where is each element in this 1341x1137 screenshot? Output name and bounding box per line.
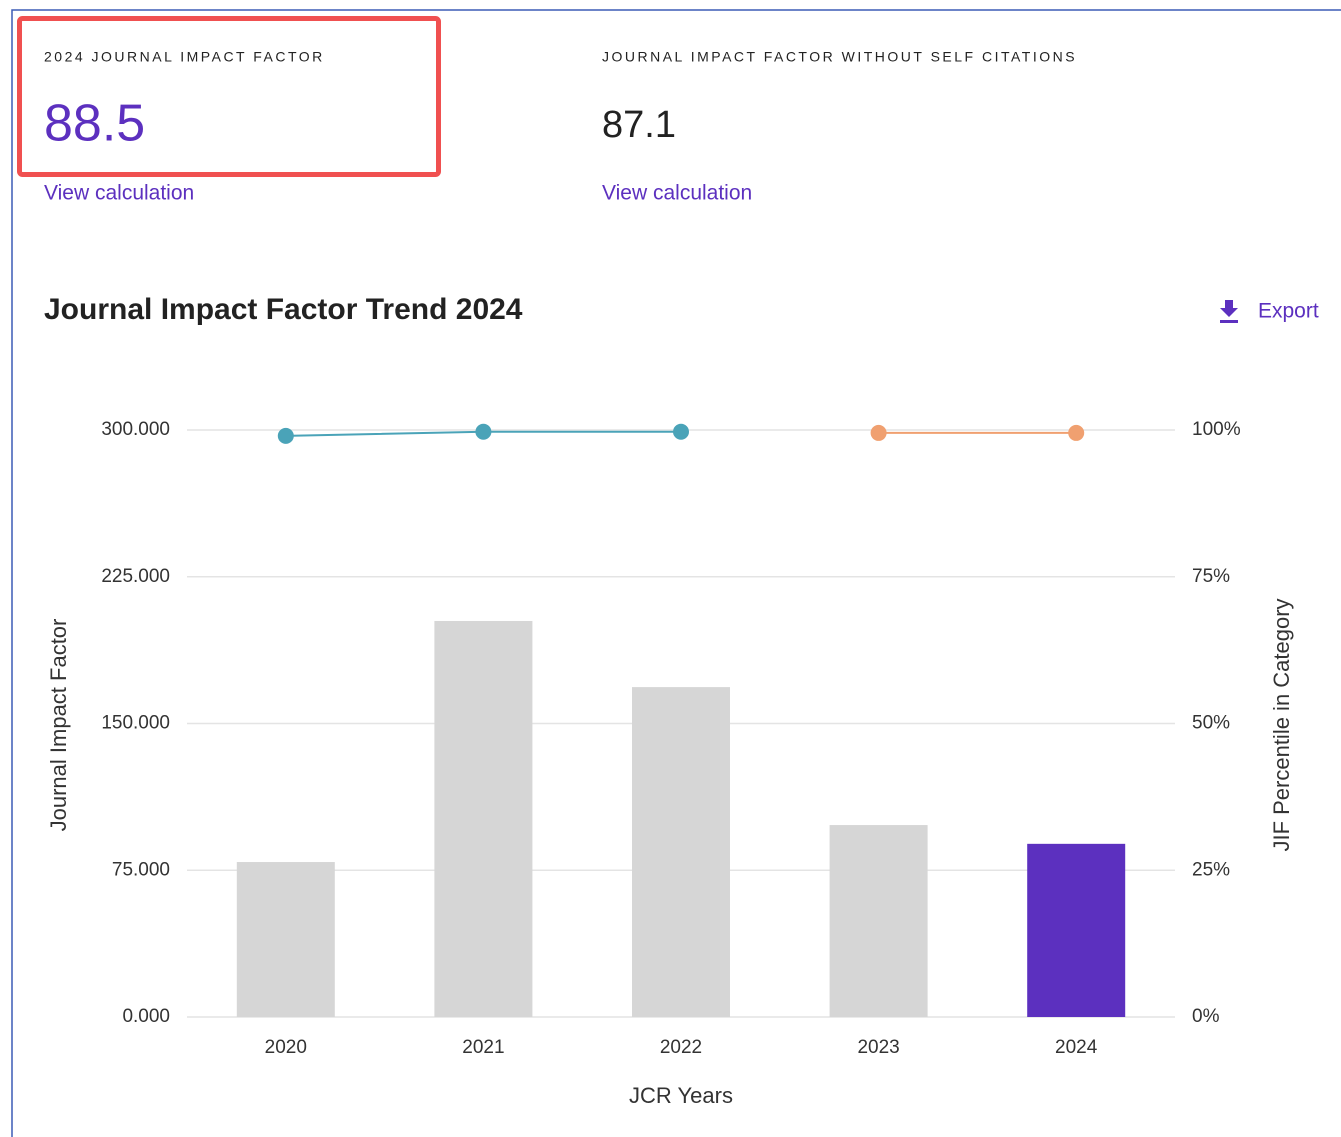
y2-tick-label: 100% (1192, 419, 1241, 440)
x-tick-label: 2020 (265, 1037, 307, 1058)
view-calculation-link[interactable]: View calculation (44, 182, 194, 205)
export-button[interactable]: Export (1220, 300, 1319, 323)
percentile-point (870, 424, 887, 441)
x-tick-label: 2021 (462, 1037, 504, 1058)
y-tick-label: 0.000 (122, 1006, 170, 1027)
y-tick-label: 300.000 (101, 419, 170, 440)
y-axis-label: Journal Impact Factor (46, 619, 71, 832)
metric-value: 88.5 (44, 95, 145, 153)
bar (236, 862, 335, 1017)
y2-axis-label: JIF Percentile in Category (1269, 598, 1294, 851)
bar (632, 687, 730, 1017)
bar (434, 620, 533, 1017)
bar (1027, 843, 1126, 1017)
x-tick-label: 2024 (1055, 1037, 1098, 1058)
metric-label: 2024 JOURNAL IMPACT FACTOR (44, 49, 325, 65)
metric-value: 87.1 (602, 104, 676, 146)
bar (829, 825, 928, 1017)
percentile-point (1068, 424, 1085, 441)
metric-label: JOURNAL IMPACT FACTOR WITHOUT SELF CITAT… (602, 49, 1077, 65)
y2-tick-label: 0% (1192, 1006, 1220, 1027)
y-tick-label: 75.000 (112, 859, 170, 880)
chart-title: Journal Impact Factor Trend 2024 (44, 293, 523, 326)
export-icon (1220, 300, 1238, 323)
export-label: Export (1258, 300, 1319, 323)
page-frame (11, 9, 1341, 1137)
y-tick-label: 225.000 (101, 566, 170, 587)
x-axis-label: JCR Years (629, 1083, 733, 1108)
y2-tick-label: 50% (1192, 713, 1230, 734)
y2-tick-label: 25% (1192, 859, 1230, 880)
x-tick-label: 2022 (660, 1037, 702, 1058)
percentile-point (673, 423, 689, 440)
view-calculation-link[interactable]: View calculation (602, 182, 752, 205)
x-tick-label: 2023 (857, 1037, 899, 1058)
percentile-point (277, 427, 294, 444)
y2-tick-label: 75% (1192, 566, 1230, 587)
highlight-box (17, 16, 441, 177)
percentile-point (475, 423, 492, 440)
y-tick-label: 150.000 (101, 713, 170, 734)
